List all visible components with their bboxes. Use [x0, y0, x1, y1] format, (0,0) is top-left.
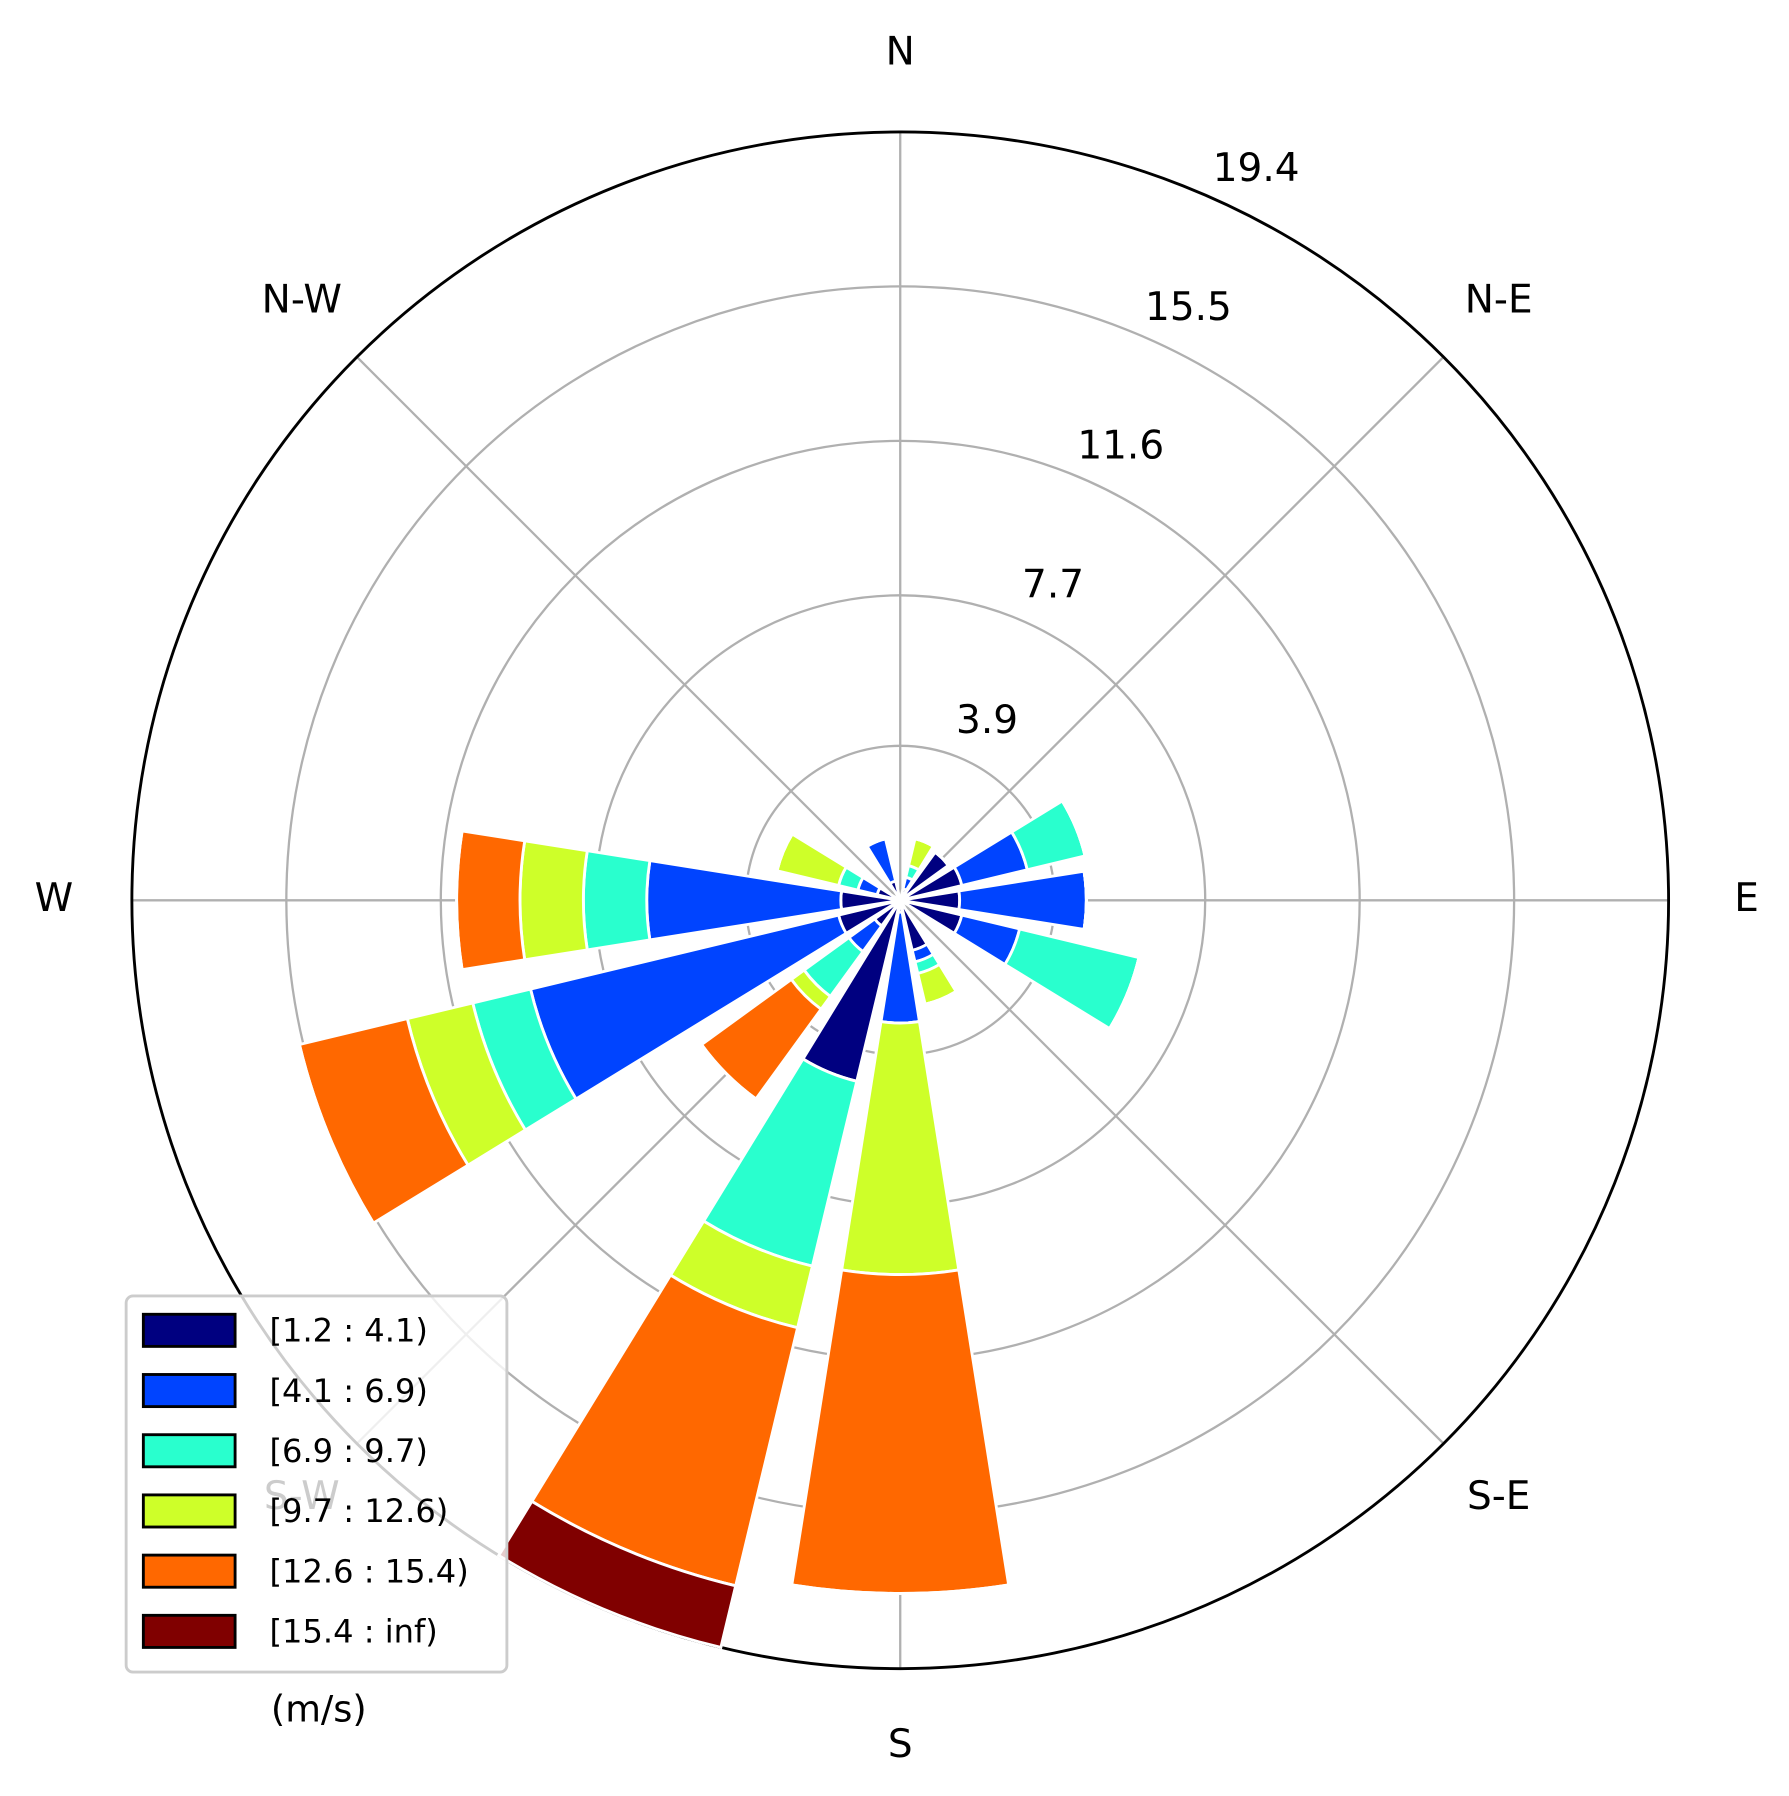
radial-grid-line [899, 899, 1445, 1445]
direction-label: S-E [1467, 1474, 1530, 1519]
legend-swatch [141, 1553, 237, 1589]
legend-label: [4.1 : 6.9) [269, 1372, 427, 1410]
legend-swatch [141, 1613, 237, 1649]
legend-label: [6.9 : 9.7) [269, 1432, 427, 1470]
direction-label: N [886, 29, 915, 74]
direction-label: W [35, 876, 74, 921]
wind-bar [582, 849, 652, 952]
wind-bar [916, 962, 959, 1007]
legend-label: [9.7 : 12.6) [269, 1492, 448, 1530]
wind-bar [1061, 800, 1087, 857]
radial-grid-line [356, 356, 902, 902]
legend-swatch [141, 1493, 237, 1529]
radial-tick-label: 19.4 [1213, 146, 1300, 191]
radial-grid-line [899, 356, 1445, 902]
legend-swatch [141, 1433, 237, 1469]
direction-label: N-W [262, 277, 342, 322]
legend: [1.2 : 4.1) [4.1 : 6.9) [6.9 : 9.7) [9.7 : … [124, 1294, 509, 1674]
radial-tick-label: 3.9 [956, 698, 1018, 743]
wind-bar [700, 1043, 757, 1101]
radial-tick-label: 11.6 [1077, 424, 1164, 469]
legend-label: [15.4 : inf) [269, 1613, 437, 1651]
wind-bar [1108, 957, 1141, 1030]
wind-bar [775, 833, 794, 872]
direction-label: N-E [1465, 277, 1533, 322]
legend-label: [1.2 : 4.1) [269, 1312, 427, 1350]
wind-bar [866, 837, 886, 848]
wind-bar [518, 839, 589, 962]
legend-swatch [141, 1312, 237, 1348]
legend-label: [12.6 : 15.4) [269, 1552, 468, 1590]
wind-bar [790, 1268, 1011, 1595]
wind-bar [455, 829, 527, 972]
wind-bar [1082, 870, 1088, 930]
wind-bar [914, 837, 935, 848]
outer-ring [130, 130, 1671, 1671]
wind-bar [934, 851, 950, 867]
radial-tick-label: 15.5 [1145, 285, 1232, 330]
direction-label: S [888, 1722, 913, 1767]
direction-label: E [1734, 876, 1759, 921]
legend-swatch [141, 1373, 237, 1409]
wind-bar [298, 1044, 375, 1224]
legend-title: (m/s) [271, 1688, 367, 1731]
radial-tick-label: 7.7 [1022, 563, 1084, 608]
